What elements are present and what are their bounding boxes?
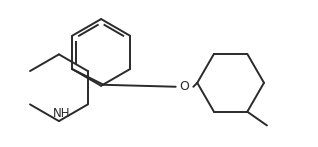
Text: NH: NH	[53, 107, 71, 120]
Text: O: O	[180, 80, 190, 93]
